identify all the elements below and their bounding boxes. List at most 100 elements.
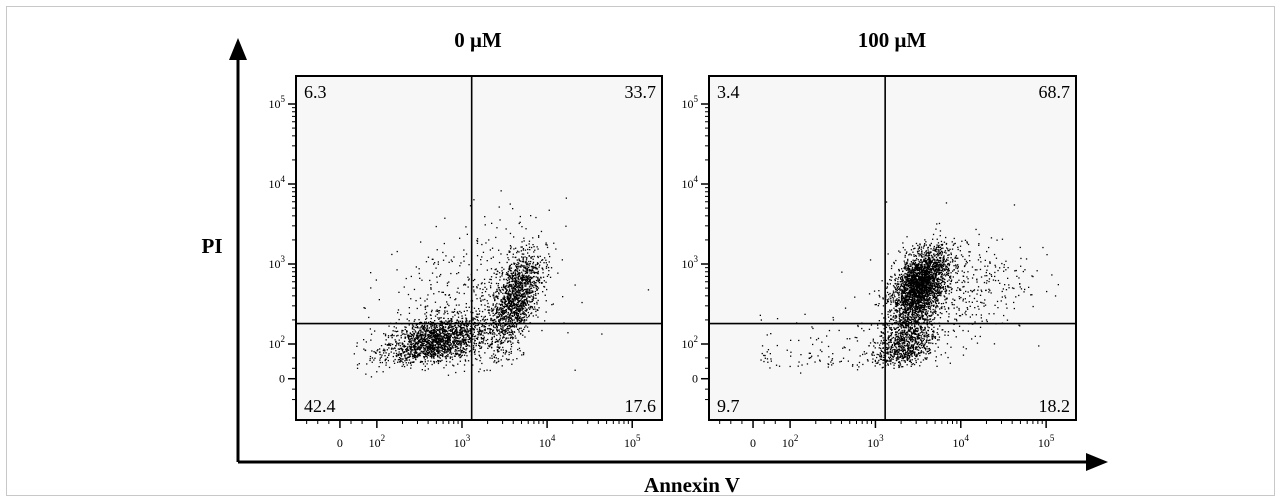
data-point-c0 xyxy=(421,350,423,352)
data-point-c0 xyxy=(392,348,394,350)
data-point-c0 xyxy=(479,355,481,357)
data-point-c1 xyxy=(530,260,532,263)
data-point-c1 xyxy=(508,353,510,356)
data-point-c1 xyxy=(509,313,511,316)
data-point-c0 xyxy=(461,328,463,330)
data-point-c1 xyxy=(510,321,512,323)
x-tick-exponent: 5 xyxy=(636,433,641,443)
data-point-c0 xyxy=(428,327,431,329)
data-point-c0 xyxy=(469,337,472,339)
data-point-c1 xyxy=(531,300,533,302)
data-point-c0 xyxy=(432,334,434,336)
data-point-c1 xyxy=(522,276,524,278)
data-point-c1 xyxy=(519,316,521,318)
data-point-c0 xyxy=(447,331,449,333)
data-point-c2 xyxy=(457,287,459,289)
data-point-c0 xyxy=(899,289,901,291)
data-point-c0 xyxy=(915,263,917,265)
data-point-c0 xyxy=(437,359,439,362)
data-point-c1 xyxy=(510,270,512,272)
data-point-c0 xyxy=(439,339,441,341)
data-point-c0 xyxy=(383,333,385,335)
data-point-c2 xyxy=(476,286,478,288)
data-point-c0 xyxy=(945,236,947,239)
data-point-c1 xyxy=(497,339,499,341)
data-point-c1 xyxy=(532,290,534,293)
data-point-c0 xyxy=(467,338,469,341)
data-point-c1 xyxy=(533,255,535,258)
data-point-c2 xyxy=(420,337,422,339)
data-point-c1 xyxy=(507,271,509,273)
data-point-c2 xyxy=(370,287,372,289)
data-point-c0 xyxy=(380,345,383,347)
data-point-c0 xyxy=(473,338,475,340)
data-point-c0 xyxy=(948,293,950,295)
data-point-c0 xyxy=(918,275,920,277)
data-point-c0 xyxy=(432,349,435,351)
data-point-c0 xyxy=(940,248,943,250)
data-point-c0 xyxy=(452,316,454,318)
data-point-c0 xyxy=(444,347,446,349)
data-point-c0 xyxy=(353,353,355,355)
data-point-c0 xyxy=(887,316,890,318)
data-point-c0 xyxy=(400,348,403,350)
data-point-c1 xyxy=(521,285,524,287)
data-point-c0 xyxy=(900,273,903,275)
data-point-c0 xyxy=(407,353,409,356)
data-point-c0 xyxy=(906,262,908,264)
data-point-c0 xyxy=(467,340,469,343)
data-point-c1 xyxy=(520,290,522,292)
data-point-c1 xyxy=(506,289,509,291)
data-point-c1 xyxy=(520,306,523,308)
data-point-c0 xyxy=(911,262,913,264)
data-point-c2 xyxy=(427,346,429,349)
data-point-c0 xyxy=(475,343,477,345)
data-point-c0 xyxy=(942,286,944,289)
data-point-c2 xyxy=(438,310,440,312)
data-point-c0 xyxy=(439,354,441,356)
data-point-c2 xyxy=(513,280,515,282)
data-point-c1 xyxy=(508,331,510,333)
data-point-c1 xyxy=(530,256,532,258)
data-point-c1 xyxy=(512,325,514,328)
data-point-c0 xyxy=(410,338,412,340)
data-point-c0 xyxy=(429,355,431,358)
data-point-c0 xyxy=(447,349,449,351)
data-point-c0 xyxy=(421,369,423,371)
data-point-c1 xyxy=(503,317,506,319)
data-point-c0 xyxy=(449,357,451,359)
data-point-c1 xyxy=(513,312,516,315)
data-point-c0 xyxy=(901,290,903,292)
data-point-c2 xyxy=(523,299,525,301)
data-point-c0 xyxy=(418,336,420,339)
data-point-c0 xyxy=(409,332,411,334)
data-point-c0 xyxy=(934,278,936,281)
data-point-c0 xyxy=(447,333,449,335)
data-point-c1 xyxy=(503,295,505,297)
data-point-c2 xyxy=(419,297,422,299)
data-point-c0 xyxy=(408,335,410,338)
data-point-c2 xyxy=(513,319,515,321)
data-point-c2 xyxy=(396,250,398,253)
data-point-c0 xyxy=(420,321,423,324)
data-point-c1 xyxy=(510,312,512,315)
data-point-c0 xyxy=(953,243,955,245)
data-point-c0 xyxy=(405,358,407,360)
data-point-c0 xyxy=(421,331,423,333)
data-point-c0 xyxy=(943,261,945,263)
data-point-c0 xyxy=(432,322,434,324)
data-point-c1 xyxy=(540,277,542,279)
data-point-c1 xyxy=(537,316,539,318)
data-point-c0 xyxy=(428,331,431,334)
data-point-c0 xyxy=(466,348,468,350)
data-point-c2 xyxy=(406,331,408,333)
data-point-c0 xyxy=(431,357,433,359)
data-point-c0 xyxy=(451,347,453,349)
data-point-c2 xyxy=(463,337,465,339)
data-point-c2 xyxy=(375,279,377,281)
data-point-c0 xyxy=(441,325,443,327)
data-point-c2 xyxy=(472,364,474,366)
data-point-c0 xyxy=(386,356,389,359)
data-point-c0 xyxy=(426,338,428,340)
data-point-c0 xyxy=(915,307,917,309)
